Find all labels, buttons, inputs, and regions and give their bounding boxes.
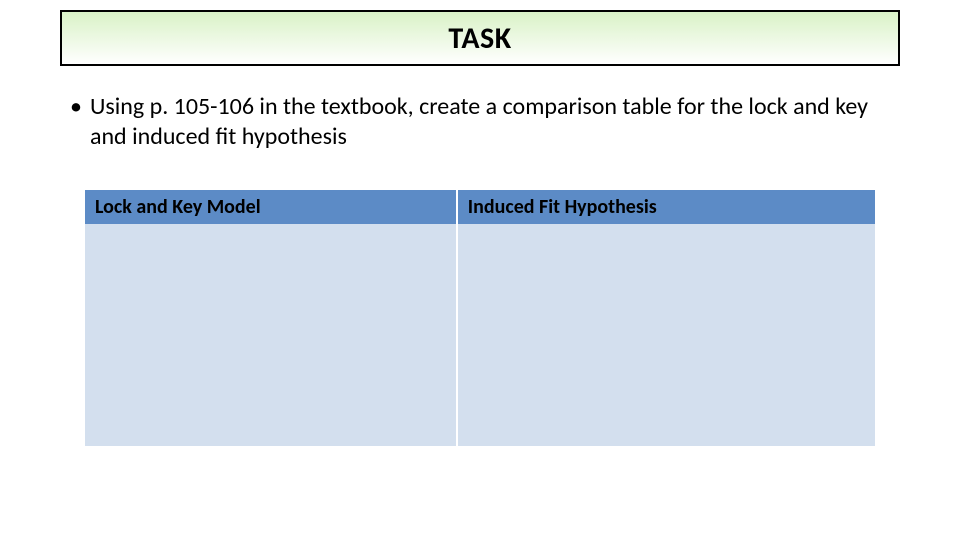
slide: TASK • Using p. 105-106 in the textbook,… [0, 0, 960, 540]
column-header-right: Induced Fit Hypothesis [457, 190, 875, 224]
bullet-text: Using p. 105-106 in the textbook, create… [90, 92, 890, 152]
table-cell-left [85, 224, 457, 446]
bullet-marker: • [70, 92, 82, 122]
column-header-left: Lock and Key Model [85, 190, 457, 224]
title-box: TASK [60, 10, 900, 66]
table-header-row: Lock and Key Model Induced Fit Hypothesi… [85, 190, 875, 224]
slide-title: TASK [448, 20, 511, 57]
table-row [85, 224, 875, 446]
bullet-block: • Using p. 105-106 in the textbook, crea… [70, 92, 890, 152]
comparison-table: Lock and Key Model Induced Fit Hypothesi… [85, 190, 875, 446]
table-cell-right [457, 224, 875, 446]
bullet-row: • Using p. 105-106 in the textbook, crea… [70, 92, 890, 152]
